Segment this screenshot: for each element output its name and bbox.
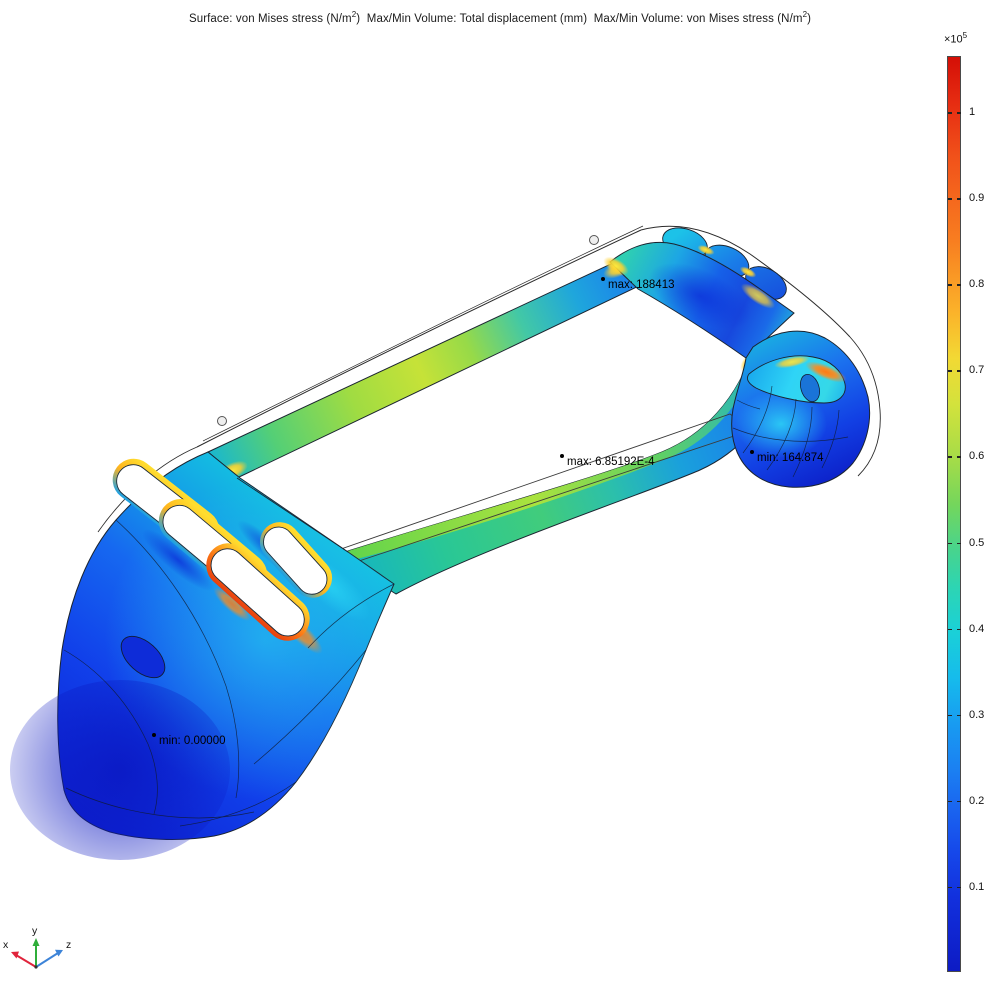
annotation-displacement-min: min: 0.00000 [152, 733, 226, 747]
grip-dimple [120, 635, 166, 679]
annotation-marker-dot [750, 450, 754, 454]
colorbar-tick-label: 0.7 [969, 364, 985, 377]
colorbar-exponent-label: ×105 [944, 31, 968, 46]
colorbar-tick-label: 0.6 [969, 450, 985, 463]
colorbar-tick-label: 0.1 [969, 880, 985, 893]
x-axis-arrow [11, 951, 19, 959]
grip-slot [112, 458, 333, 679]
colorbar-tick-label: 0.5 [969, 536, 985, 549]
y-axis-label: y [32, 925, 38, 937]
z-axis-label: z [66, 939, 71, 951]
locating-pin-left [217, 416, 227, 426]
colorbar-tick-label: 0.8 [969, 278, 985, 291]
orientation-triad[interactable]: y x z [2, 924, 78, 988]
colorbar [947, 56, 961, 972]
annotation-displacement-max: max: 6.85192E-4 [560, 454, 655, 468]
annotation-marker-dot [152, 733, 156, 737]
colorbar-tick-label: 0.2 [969, 794, 985, 807]
colorbar-tick-label: 0.3 [969, 708, 985, 721]
colorbar-tick-label: 0.9 [969, 192, 985, 205]
window-left-edge [236, 477, 349, 553]
annotation-stress-max: max: 188413 [601, 277, 675, 291]
x-axis-label: x [3, 939, 9, 951]
y-axis-arrow [32, 938, 40, 946]
annotation-marker-dot [601, 277, 605, 281]
annotation-marker-dot [560, 454, 564, 458]
curl-hole [800, 373, 820, 403]
annotation-stress-min: min: 164.874 [750, 450, 824, 464]
plot-title: Surface: von Mises stress (N/m2) Max/Min… [188, 10, 812, 25]
right-grip [603, 227, 872, 500]
colorbar-tick-label: 0.4 [969, 622, 985, 635]
left-grip [10, 451, 395, 860]
top-rail [207, 248, 669, 482]
locating-pin-right [589, 235, 599, 245]
z-axis-arrow [55, 949, 63, 957]
colorbar-tick-label: 1 [969, 106, 976, 118]
